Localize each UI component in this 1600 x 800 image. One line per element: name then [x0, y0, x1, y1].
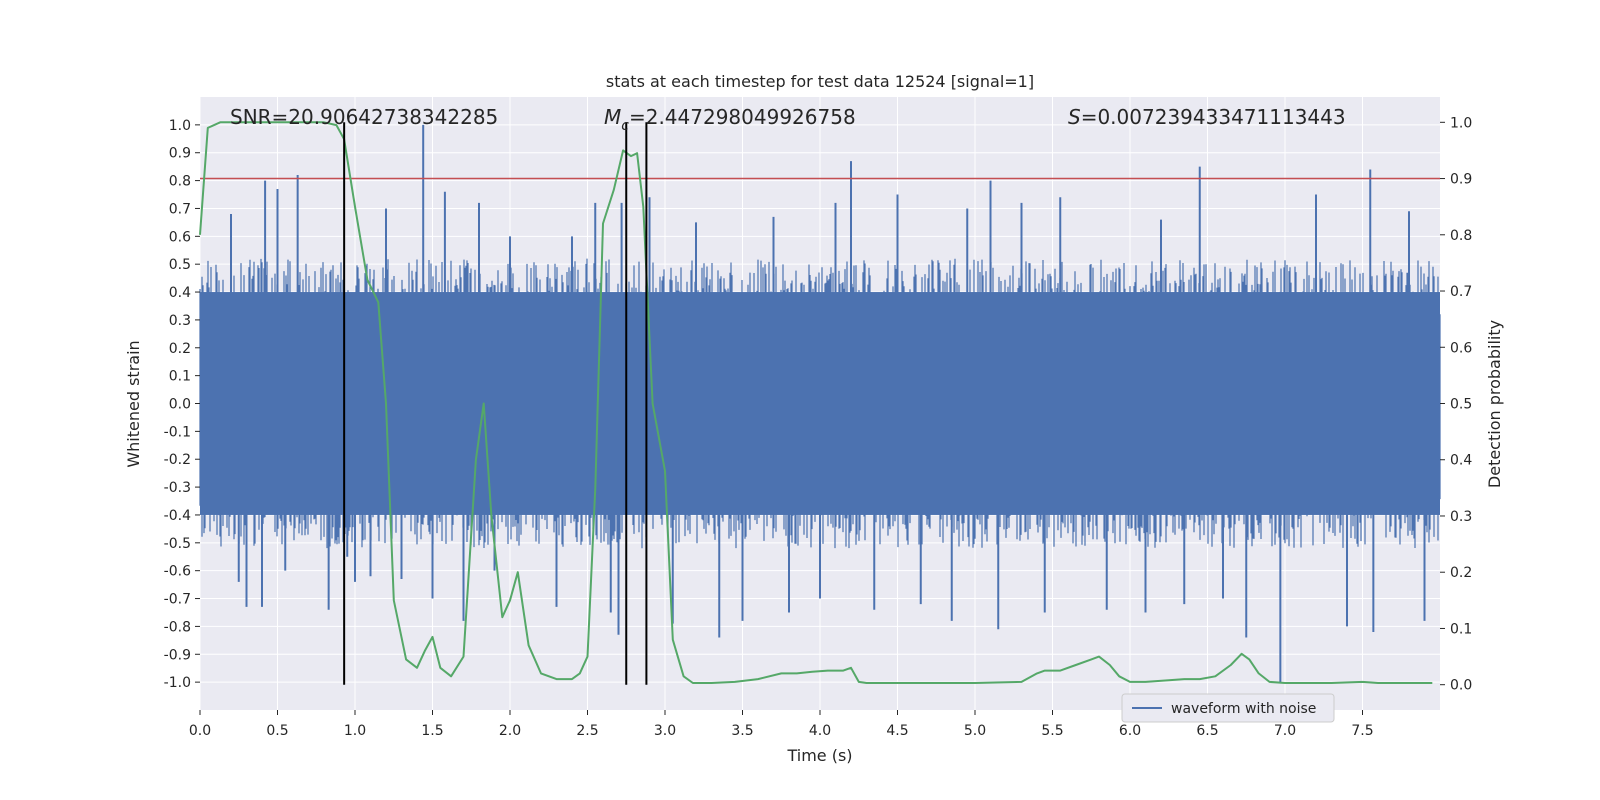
y-left-tick-label: 0.6: [169, 229, 191, 245]
x-tick-label: 1.5: [421, 723, 443, 739]
y-left-tick-label: 0.7: [169, 201, 191, 217]
x-axis-ticks: 0.0 0.5 1.0 1.5 2.0 2.5 3.0 3.5 4.0 4.5 5.0 5.5 6.0 6…: [189, 710, 1374, 739]
legend-label: waveform with noise: [1171, 701, 1316, 717]
y-left-axis-ticks: 1.0 0.9 0.8 0.7 0.6 0.5 0.4 0.3 0.2 0.1 0.0 -0.1 -0.…: [164, 118, 200, 691]
x-tick-label: 4.0: [809, 723, 831, 739]
y-right-tick-label: 0.8: [1450, 228, 1472, 244]
y-left-tick-label: -0.2: [164, 452, 191, 468]
x-axis-label: Time (s): [786, 746, 852, 765]
y-left-tick-label: 0.5: [169, 257, 191, 273]
detection-probability-line: [199, 121, 1433, 684]
chart-title: stats at each timestep for test data 125…: [606, 72, 1034, 91]
y-left-axis-label: Whitened strain: [124, 340, 143, 467]
y-left-tick-label: 0.4: [169, 285, 191, 301]
y-right-tick-label: 0.9: [1450, 172, 1472, 188]
y-left-tick-label: 0.0: [169, 397, 191, 413]
x-tick-label: 3.0: [654, 723, 676, 739]
y-left-tick-label: 0.3: [169, 313, 191, 329]
s-symbol: S: [1068, 105, 1081, 129]
y-right-tick-label: 0.6: [1450, 340, 1472, 356]
y-left-tick-label: -0.4: [164, 508, 191, 524]
y-left-tick-label: 0.2: [169, 341, 191, 357]
y-left-tick-label: -1.0: [164, 675, 191, 691]
y-left-tick-label: 1.0: [169, 118, 191, 134]
y-right-tick-label: 0.2: [1450, 565, 1472, 581]
x-tick-label: 2.5: [576, 723, 598, 739]
y-right-tick-label: 0.1: [1450, 621, 1472, 637]
chirp-mass-subscript: c: [621, 118, 629, 134]
x-tick-label: 2.0: [499, 723, 521, 739]
legend-box: [1121, 693, 1335, 723]
x-tick-label: 6.0: [1119, 723, 1141, 739]
y-left-tick-label: -0.9: [164, 647, 191, 663]
y-left-tick-label: 0.8: [169, 174, 191, 190]
y-left-tick-label: -0.8: [164, 619, 191, 635]
x-tick-label: 7.5: [1351, 723, 1373, 739]
snr-annotation: SNR=20.90642738342285: [230, 105, 498, 129]
y-right-tick-label: 1.0: [1450, 115, 1472, 131]
x-tick-label: 5.5: [1041, 723, 1063, 739]
y-right-tick-label: 0.7: [1450, 284, 1472, 300]
y-left-tick-label: -0.6: [164, 564, 191, 580]
s-annotation: S=0.007239433471113443: [1068, 105, 1346, 129]
x-tick-label: 5.0: [964, 723, 986, 739]
chirp-mass-symbol: M: [604, 105, 621, 129]
y-left-tick-label: -0.5: [164, 536, 191, 552]
legend: waveform with noise: [1121, 693, 1335, 723]
x-tick-label: 4.5: [886, 723, 908, 739]
y-right-tick-label: 0.5: [1450, 397, 1472, 413]
y-right-axis-label: Detection probability: [1485, 320, 1504, 488]
y-left-tick-label: 0.9: [169, 146, 191, 162]
y-right-tick-label: 0.3: [1450, 509, 1472, 525]
x-tick-label: 0.5: [266, 723, 288, 739]
overlay: [199, 121, 1440, 685]
chirp-mass-annotation: Mc=2.447298049926758: [604, 105, 856, 134]
waveform-series: [199, 124, 1441, 683]
y-left-tick-label: 0.1: [169, 369, 191, 385]
y-right-axis-ticks: 1.0 0.9 0.8 0.7 0.6 0.5 0.4 0.3 0.2 0.1 0.0: [1440, 115, 1472, 694]
x-tick-label: 3.5: [731, 723, 753, 739]
x-tick-label: 7.0: [1274, 723, 1296, 739]
y-right-tick-label: 0.4: [1450, 453, 1472, 469]
x-tick-label: 0.0: [189, 723, 211, 739]
y-left-tick-label: -0.1: [164, 424, 191, 440]
x-tick-label: 6.5: [1196, 723, 1218, 739]
x-tick-label: 1.0: [344, 723, 366, 739]
y-left-tick-label: -0.3: [164, 480, 191, 496]
chirp-mass-value: =2.447298049926758: [629, 105, 856, 129]
y-right-tick-label: 0.0: [1450, 678, 1472, 694]
y-left-tick-label: -0.7: [164, 592, 191, 608]
s-value: =0.007239433471113443: [1081, 105, 1346, 129]
